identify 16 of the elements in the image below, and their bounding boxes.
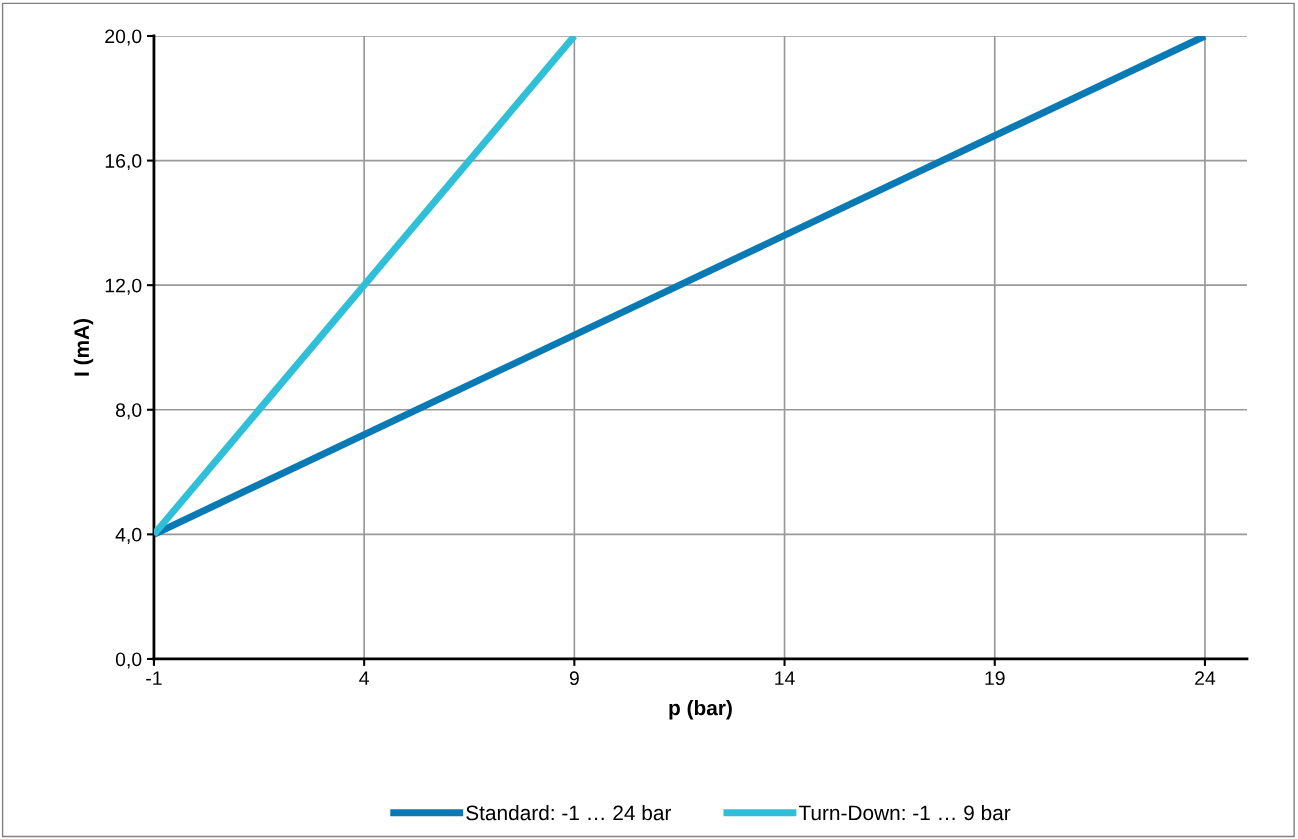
y-tick-label: 0,0: [115, 652, 142, 669]
x-tick-label: 19: [985, 671, 1005, 686]
y-axis-title: I (mA): [73, 319, 94, 376]
x-tick-label: 24: [1195, 671, 1216, 685]
y-tick-label: 12,0: [105, 278, 142, 295]
legend-label: Turn-Down: -1 … 9 bar: [798, 804, 1011, 821]
x-tick-label: -1: [146, 671, 162, 685]
x-tick-label: 4: [359, 671, 369, 685]
y-tick-label: 4,0: [115, 527, 142, 544]
legend-label: Standard: -1 … 24 bar: [466, 804, 672, 821]
x-tick-label: 14: [775, 671, 795, 685]
x-axis-title: p (bar): [669, 699, 732, 720]
x-tick-label: 9: [569, 671, 579, 686]
y-tick-label: 8,0: [115, 403, 142, 420]
y-tick-label: 16,0: [105, 154, 142, 171]
y-tick-label: 20,0: [105, 29, 142, 46]
